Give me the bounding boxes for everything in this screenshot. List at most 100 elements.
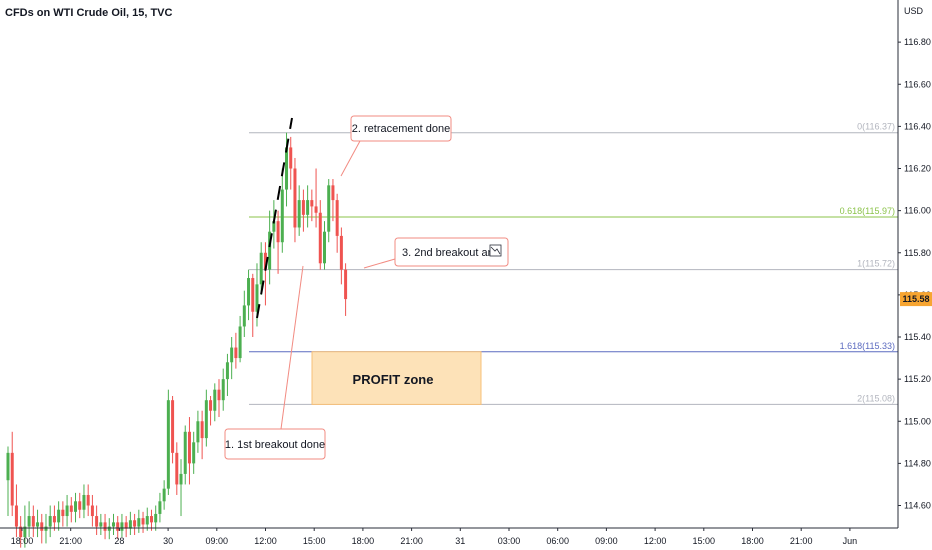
time-tick-label: 21:00	[59, 536, 82, 546]
candle-body	[187, 431, 191, 464]
candle-up	[306, 185, 310, 228]
last-price-box	[900, 292, 932, 307]
candle-up	[6, 446, 10, 517]
candle-up	[44, 513, 48, 544]
time-tick-label: 03:00	[498, 536, 521, 546]
callout-second-breakout-text: 3. 2nd breakout and	[402, 247, 500, 259]
time-tick-label: 18:00	[352, 536, 375, 546]
candle-up	[74, 492, 78, 523]
candle-up	[57, 501, 61, 531]
candle-body	[19, 526, 23, 538]
candle-body	[78, 501, 82, 510]
chart-emoji-icon	[489, 244, 502, 257]
price-axis[interactable]: USD 116.80 116.60 116.40 116.20 116.00 115.80…	[897, 0, 931, 528]
candle-body	[27, 516, 31, 527]
price-tick-label: 114.80	[904, 458, 931, 468]
callout-second-breakout-pointer	[363, 258, 396, 269]
profit-zone: PROFIT zone	[311, 351, 482, 405]
candle-down	[339, 227, 343, 285]
candle-body	[23, 526, 27, 538]
candle-down	[301, 189, 305, 232]
time-tick-label: 15:00	[303, 536, 326, 546]
candle-body	[217, 389, 221, 401]
candle-body	[310, 200, 314, 207]
time-tick-label: 09:00	[595, 536, 618, 546]
candle-up	[48, 505, 52, 538]
callout-second-breakout[interactable]: 3. 2nd breakout and	[363, 237, 509, 269]
candle-body	[31, 516, 35, 527]
profit-zone-box	[311, 351, 482, 405]
candle-body	[301, 200, 305, 215]
candle-body	[171, 400, 175, 453]
candle-down	[318, 200, 322, 270]
candle-body	[10, 452, 14, 506]
candlesticks	[6, 132, 348, 548]
candle-up	[259, 242, 263, 295]
candle-body	[259, 252, 263, 285]
time-tick-label: 21:00	[790, 536, 813, 546]
callout-first-breakout[interactable]: 1. 1st breakout done	[224, 265, 326, 460]
candle-body	[90, 505, 94, 517]
callout-second-breakout-box	[394, 237, 509, 267]
candle-body	[280, 189, 284, 243]
candle-body	[86, 494, 90, 506]
candle-up	[166, 389, 170, 495]
candle-body	[238, 326, 242, 359]
callout-retracement[interactable]: 2. retracement done	[340, 115, 452, 177]
fib-level-label: 1.618(115.33)	[840, 341, 895, 351]
candle-up	[297, 185, 301, 236]
candle-body	[285, 147, 289, 190]
candle-up	[128, 511, 132, 535]
candle-body	[124, 522, 128, 529]
fib-level-label: 2(115.08)	[857, 393, 895, 403]
candle-body	[247, 278, 251, 306]
time-tick-label: 30	[163, 536, 173, 546]
candle-down	[331, 179, 335, 222]
callout-first-breakout-pointer	[280, 265, 304, 430]
candle-down	[133, 513, 137, 535]
candle-body	[149, 516, 153, 523]
candle-body	[82, 494, 86, 510]
candle-down	[149, 509, 153, 531]
candle-up	[280, 168, 284, 253]
callout-retracement-pointer	[340, 140, 361, 177]
time-axis[interactable]: 18:00 21:00 28 30 09:00 12:00 15:00 18:00 21:00 3…	[0, 527, 898, 546]
candle-up	[158, 492, 162, 523]
callout-first-breakout-text: 1. 1st breakout done	[225, 439, 325, 451]
candle-body	[272, 221, 276, 232]
time-tick-label: 09:00	[206, 536, 229, 546]
candle-up	[107, 518, 111, 540]
candle-up	[230, 337, 234, 380]
price-tick-label: 116.00	[904, 206, 931, 216]
candle-down	[289, 136, 293, 190]
candle-down	[31, 505, 35, 538]
candle-down	[314, 168, 318, 228]
candle-down	[234, 332, 238, 369]
candle-body	[175, 452, 179, 485]
candle-body	[95, 516, 99, 527]
candle-body	[44, 526, 48, 531]
candle-body	[323, 231, 326, 264]
candle-up	[27, 501, 31, 538]
candle-body	[65, 505, 69, 517]
candle-down	[61, 501, 65, 527]
candle-up	[327, 179, 331, 243]
candle-body	[36, 522, 40, 527]
candle-body	[103, 522, 107, 531]
time-tick-label: 21:00	[400, 536, 423, 546]
candle-body	[183, 431, 187, 474]
time-tick-label: 15:00	[693, 536, 716, 546]
candle-body	[166, 400, 170, 489]
candle-body	[213, 389, 217, 411]
candle-body	[251, 278, 255, 312]
candle-body	[179, 473, 183, 485]
candle-up	[36, 509, 40, 538]
price-tick-label: 116.20	[904, 164, 931, 174]
candle-up	[221, 368, 225, 411]
candle-down	[19, 516, 23, 548]
chart-title: CFDs on WTI Crude Oil, 15, TVC	[5, 7, 173, 19]
candle-up	[213, 383, 217, 422]
candle-down	[175, 442, 179, 495]
time-tick-label: 31	[455, 536, 465, 546]
